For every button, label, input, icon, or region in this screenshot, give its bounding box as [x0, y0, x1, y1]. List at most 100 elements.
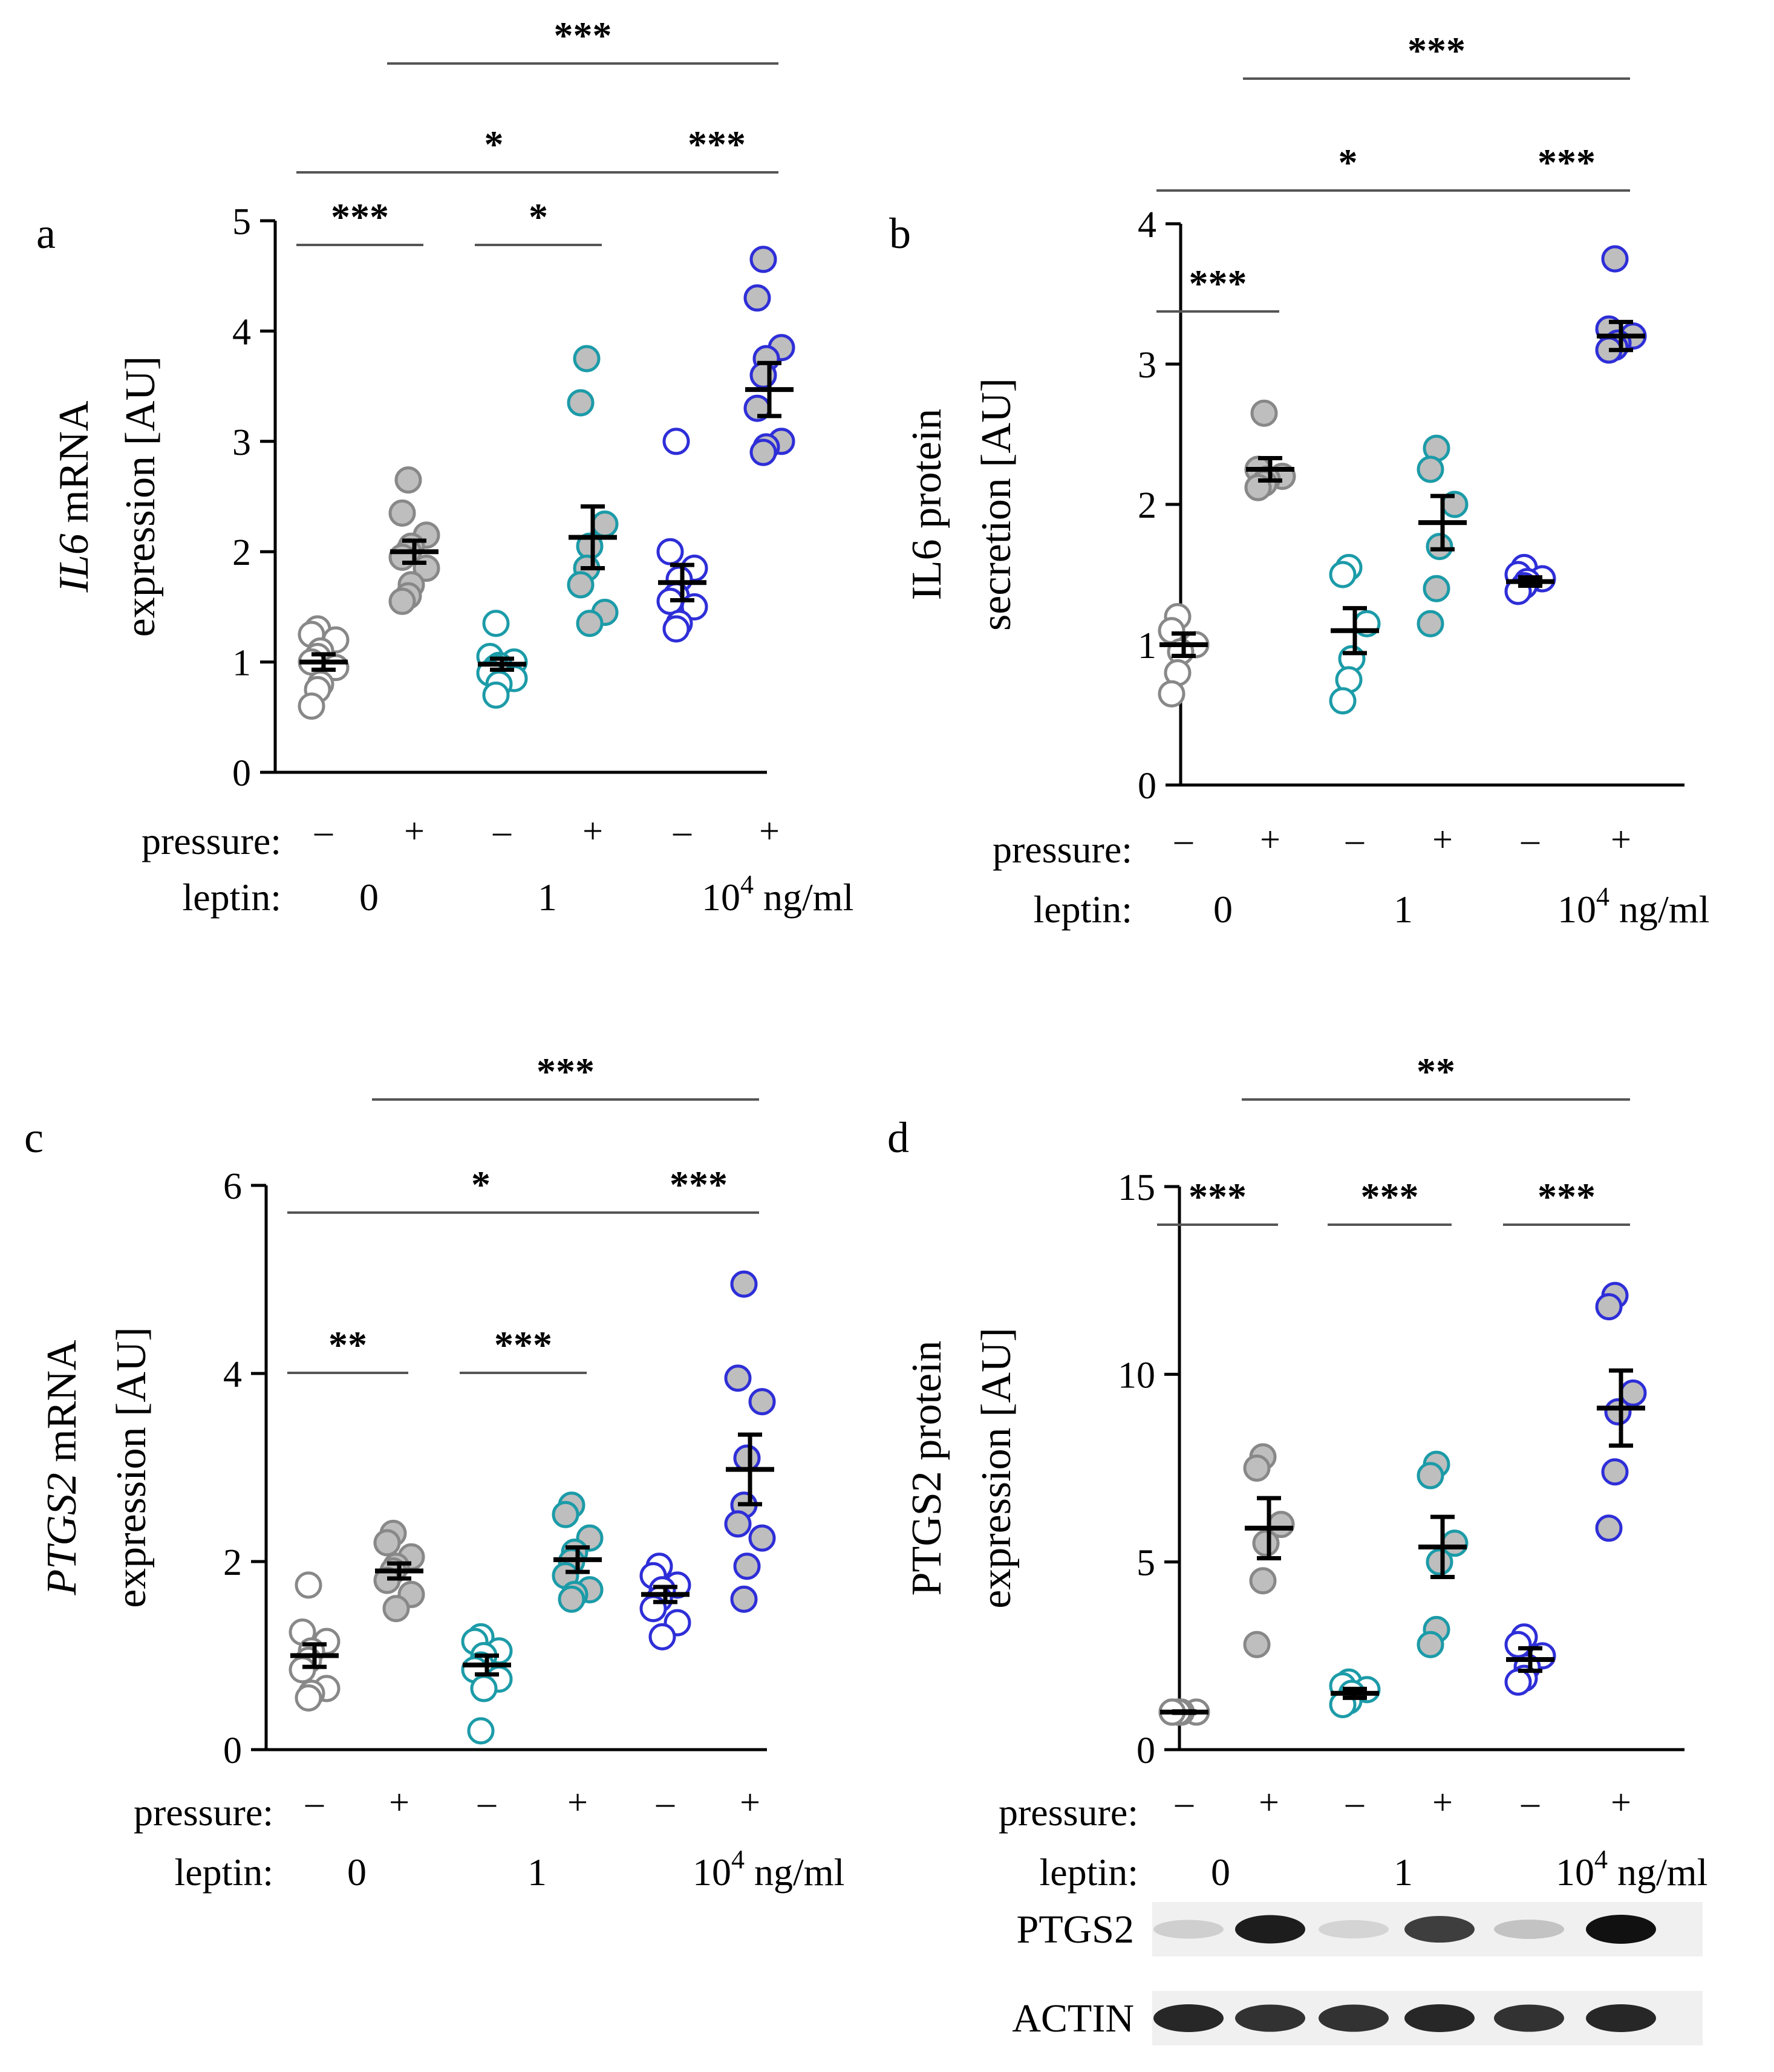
data-point [656, 538, 684, 565]
data-point [1243, 1631, 1271, 1658]
leptin-base: 10 [1557, 888, 1596, 931]
significance-stars: *** [1361, 1175, 1419, 1218]
data-point [567, 389, 595, 417]
pressure-sign: + [759, 811, 780, 851]
blot-band [1494, 2004, 1564, 2032]
data-point [591, 510, 619, 538]
leptin-exponent: 4 [731, 1845, 745, 1874]
y-axis-label-text: PTGS2 protein [904, 1341, 950, 1596]
pressure-sign: + [389, 1782, 409, 1822]
significance-stars: ** [1417, 1050, 1455, 1093]
group-3 [476, 610, 528, 709]
panel-letter: d [887, 1113, 909, 1162]
y-axis-label-line1: PTGS2 mRNA [39, 1340, 85, 1595]
group-3 [1329, 553, 1381, 715]
significance-stars: * [1339, 141, 1358, 184]
data-point [1595, 1293, 1623, 1321]
data-point [743, 284, 771, 312]
y-axis-label-line1: IL6 mRNA [51, 400, 97, 593]
leptin-exponent: 4 [1594, 1845, 1608, 1874]
data-point [724, 1364, 752, 1392]
group-1 [289, 1571, 341, 1712]
group-5 [639, 1552, 691, 1650]
group-2 [373, 1519, 425, 1623]
y-tick-label: 10 [1118, 1355, 1155, 1396]
leptin-exponent: 4 [740, 870, 754, 899]
data-point [662, 615, 690, 643]
pressure-row-label: pressure: [993, 828, 1132, 871]
group-2 [388, 466, 440, 615]
group-1 [1158, 1698, 1210, 1726]
data-point [552, 1500, 579, 1528]
group-4 [1417, 434, 1469, 637]
significance-stars: *** [331, 195, 389, 238]
significance-stars: *** [1189, 1175, 1247, 1218]
blot-band [1586, 2004, 1656, 2032]
leptin-value-0: 0 [1211, 1851, 1230, 1894]
y-tick-label: 5 [1136, 1543, 1155, 1584]
y-axis-label-text: mRNA [51, 400, 97, 533]
data-point [749, 361, 777, 389]
pressure-sign: – [1345, 819, 1365, 859]
data-point [1329, 687, 1357, 715]
leptin-row-label: leptin: [1039, 1851, 1138, 1894]
pressure-sign: + [567, 1782, 588, 1822]
data-point [1601, 1458, 1629, 1486]
pressure-sign: + [1259, 1782, 1279, 1822]
y-tick-label: 6 [223, 1166, 242, 1207]
group-6 [724, 1270, 776, 1613]
data-point [1504, 1668, 1532, 1696]
pressure-sign: + [1611, 1782, 1631, 1822]
data-point [748, 1388, 776, 1416]
significance-stars: * [471, 1163, 491, 1206]
y-tick-label: 4 [1138, 204, 1156, 246]
blot-band [1235, 2004, 1305, 2032]
data-point [1329, 561, 1357, 588]
y-tick-label: 3 [232, 422, 251, 463]
significance-stars: *** [1538, 141, 1596, 184]
leptin-unit: ng/ml [754, 876, 853, 919]
data-point [1243, 1455, 1271, 1482]
y-tick-label: 0 [232, 753, 251, 794]
data-point [295, 1571, 322, 1599]
data-point [749, 438, 777, 466]
group-4 [567, 345, 619, 637]
blot-band [1494, 1920, 1564, 1939]
leptin-value-0: 0 [1213, 888, 1233, 931]
data-point [662, 428, 690, 455]
leptin-base: 10 [1556, 1851, 1594, 1894]
blot-band [1586, 1915, 1656, 1944]
data-point [373, 1529, 401, 1557]
group-3 [1329, 1668, 1381, 1719]
data-point [295, 1684, 322, 1712]
pressure-sign: + [740, 1782, 760, 1822]
data-point [648, 1623, 676, 1650]
y-axis-label-line2: expression [AU] [108, 1327, 155, 1608]
y-axis-label-line1: IL6 protein [904, 409, 950, 601]
significance-stars: * [484, 123, 504, 166]
y-tick-label: 0 [1138, 766, 1156, 807]
y-tick-label: 4 [232, 311, 251, 353]
significance-stars: *** [688, 123, 746, 166]
data-point [1158, 680, 1185, 708]
data-point [730, 1585, 758, 1613]
data-point [1417, 1462, 1444, 1490]
pressure-sign: – [1174, 819, 1193, 859]
group-5 [1504, 1623, 1556, 1696]
y-tick-label: 2 [223, 1542, 242, 1583]
data-point [1426, 1548, 1453, 1576]
significance-stars: * [529, 195, 548, 238]
pressure-sign: – [305, 1782, 324, 1822]
data-point [1604, 1398, 1632, 1425]
data-point [748, 1524, 776, 1552]
y-tick-label: 1 [1138, 625, 1156, 666]
blot-band [1235, 1915, 1305, 1944]
data-point [1417, 455, 1444, 483]
group-6 [1595, 1282, 1647, 1542]
western-blot: PTGS2 ACTIN [1012, 1902, 1703, 2045]
group-5 [1504, 553, 1556, 605]
pressure-sign: + [582, 811, 603, 851]
